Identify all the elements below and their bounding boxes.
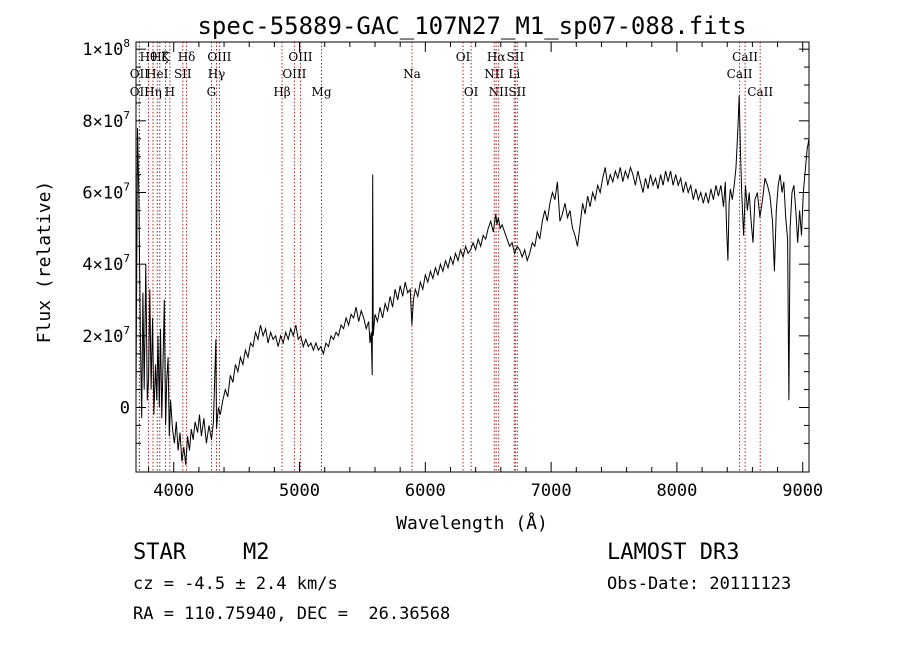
- spectral-line-label-16: Mg: [312, 85, 332, 99]
- spectral-line-label-24: SII: [507, 50, 525, 64]
- x-tick-label-3: 7000: [531, 481, 572, 501]
- object-class: STAR: [133, 540, 186, 565]
- spectral-line-label-11: Hγ: [208, 67, 226, 81]
- y-tick-label-1: 2×107: [82, 324, 130, 347]
- y-tick-label-0: 0: [120, 399, 130, 419]
- spectral-line-label-7: H: [165, 85, 175, 99]
- x-tick-label-1: 5000: [279, 481, 320, 501]
- spectral-line-label-13: Hβ: [273, 85, 290, 99]
- redshift-text: cz = -4.5 ± 2.4 km/s: [133, 574, 338, 594]
- spectral-line-label-18: OI: [456, 50, 471, 64]
- spectral-line-label-17: Na: [403, 67, 421, 81]
- y-tick-label-2: 4×107: [82, 252, 130, 275]
- spectral-line-label-20: NII: [484, 67, 504, 81]
- spectral-line-label-3: Hη: [144, 85, 162, 99]
- spectral-line-label-28: CaII: [747, 85, 773, 99]
- y-tick-label-4: 8×107: [82, 109, 130, 132]
- x-axis-label: Wavelength (Å): [396, 512, 548, 534]
- y-tick-label-5: 1×108: [82, 37, 130, 60]
- spectral-line-label-12: OIII: [207, 50, 231, 64]
- obs-date: Obs-Date: 20111123: [607, 574, 792, 594]
- spectral-line-label-14: OIII: [282, 67, 306, 81]
- object-subclass: M2: [243, 540, 270, 565]
- coordinates: RA = 110.75940, DEC = 26.36568: [133, 604, 451, 624]
- spectral-line-label-23: Li: [508, 67, 520, 81]
- spectral-line-labels: OIIHθOIIHηHeIHζKHSIIHδGHγOIIIHβOIIIOIIIM…: [130, 50, 774, 99]
- spectral-line-label-26: CaII: [727, 67, 753, 81]
- flux-series-line: [135, 95, 810, 465]
- spectral-line-label-5: Hζ: [151, 50, 168, 64]
- x-tick-label-0: 4000: [153, 481, 194, 501]
- survey-name: LAMOST DR3: [607, 540, 740, 565]
- spectral-line-label-21: Hα: [487, 50, 506, 64]
- spectral-line-label-15: OIII: [288, 50, 312, 64]
- axis-ticks: 4000 5000 6000 7000 8000 9000 0 2×107 4×107 6×107…: [82, 37, 823, 501]
- spectral-line-label-4: HeI: [146, 67, 169, 81]
- spectral-line-label-6: K: [161, 50, 171, 64]
- spectral-line-label-9: Hδ: [178, 50, 196, 64]
- x-tick-label-5: 9000: [782, 481, 823, 501]
- spectral-line-label-25: SII: [508, 85, 526, 99]
- spectral-line-label-27: CaII: [732, 50, 758, 64]
- plot-frame: [135, 41, 810, 473]
- spectral-line-label-8: SII: [174, 67, 192, 81]
- y-tick-label-3: 6×107: [82, 181, 130, 204]
- spectral-line-markers: [138, 42, 761, 472]
- x-tick-label-2: 6000: [405, 481, 446, 501]
- spectral-line-label-0: OII: [130, 67, 150, 81]
- spectral-line-label-22: NII: [489, 85, 509, 99]
- spectral-line-label-1: Hθ: [140, 50, 158, 64]
- spectral-line-label-2: OII: [130, 85, 150, 99]
- chart-title: spec-55889-GAC_107N27_M1_sp07-088.fits: [197, 12, 746, 40]
- spectral-line-label-10: G: [207, 85, 217, 99]
- y-axis-label: Flux (relative): [34, 181, 55, 344]
- x-tick-label-4: 8000: [656, 481, 697, 501]
- spectral-line-label-19: OI: [464, 85, 479, 99]
